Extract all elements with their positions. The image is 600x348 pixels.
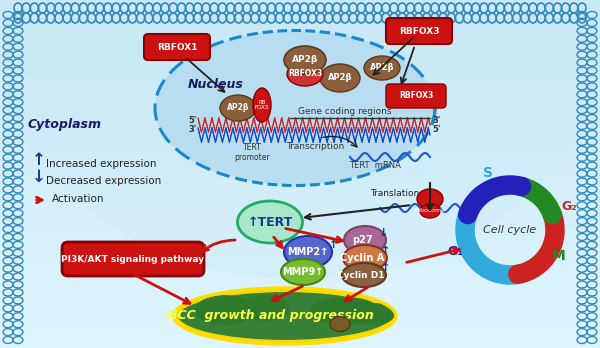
Text: TERT  mRNA: TERT mRNA (349, 161, 401, 170)
Ellipse shape (155, 31, 435, 185)
Text: ↑: ↑ (329, 240, 338, 250)
Text: G₂: G₂ (561, 200, 577, 213)
Text: HCC  growth and progression: HCC growth and progression (167, 309, 373, 323)
Text: ↑: ↑ (32, 151, 46, 169)
Ellipse shape (0, 0, 600, 280)
FancyBboxPatch shape (386, 18, 452, 44)
Text: M: M (552, 249, 566, 263)
Text: AP2β: AP2β (227, 103, 249, 112)
Text: AP2β: AP2β (328, 73, 352, 82)
Ellipse shape (240, 295, 290, 321)
Text: p27: p27 (352, 235, 373, 245)
Text: MMP9↑: MMP9↑ (283, 267, 323, 277)
Text: 3': 3' (432, 116, 440, 125)
Text: Nucleus: Nucleus (188, 78, 244, 91)
Text: AP2β: AP2β (370, 63, 394, 72)
Ellipse shape (342, 263, 386, 287)
Text: Decreased expression: Decreased expression (46, 176, 161, 186)
Text: ↑: ↑ (382, 246, 391, 256)
Text: Cyclin D1: Cyclin D1 (337, 270, 385, 279)
Text: RB
FOX3: RB FOX3 (255, 100, 269, 110)
Ellipse shape (238, 201, 302, 243)
Text: Transcription: Transcription (286, 142, 344, 151)
Text: Activation: Activation (52, 194, 104, 204)
FancyBboxPatch shape (144, 34, 210, 60)
Text: Cytoplasm: Cytoplasm (28, 118, 102, 131)
Text: RBFOX1: RBFOX1 (157, 42, 197, 52)
Text: TERT
promoter: TERT promoter (234, 143, 270, 163)
Ellipse shape (284, 46, 326, 74)
FancyBboxPatch shape (62, 242, 204, 276)
Ellipse shape (176, 290, 394, 342)
Text: 5': 5' (188, 116, 196, 125)
Text: AP2β: AP2β (292, 55, 318, 64)
Ellipse shape (355, 303, 395, 325)
Text: S: S (483, 166, 493, 180)
Text: MMP2↑: MMP2↑ (287, 247, 329, 257)
Ellipse shape (330, 316, 350, 332)
Ellipse shape (253, 88, 271, 122)
Ellipse shape (343, 245, 387, 271)
Text: Increased expression: Increased expression (46, 159, 157, 169)
Text: RBFOX3: RBFOX3 (399, 26, 439, 35)
Ellipse shape (287, 62, 323, 86)
Ellipse shape (310, 297, 380, 325)
Ellipse shape (320, 64, 360, 92)
Text: RBFOX3: RBFOX3 (288, 70, 322, 79)
Ellipse shape (420, 204, 440, 218)
Ellipse shape (284, 236, 332, 268)
Text: ↓: ↓ (32, 168, 46, 186)
Text: RBFOX3: RBFOX3 (399, 92, 433, 101)
Ellipse shape (220, 95, 256, 121)
Text: Ribosome: Ribosome (415, 207, 445, 213)
Ellipse shape (281, 259, 325, 285)
Text: ↑: ↑ (382, 263, 391, 273)
Text: ↑TERT: ↑TERT (247, 215, 293, 229)
Text: Translation: Translation (370, 189, 419, 198)
Text: G₁: G₁ (447, 245, 463, 258)
Text: Cyclin A: Cyclin A (340, 253, 384, 263)
Text: 3': 3' (188, 125, 196, 134)
Text: Cell cycle: Cell cycle (484, 225, 536, 235)
Ellipse shape (417, 189, 443, 209)
Ellipse shape (364, 56, 400, 80)
Ellipse shape (344, 226, 386, 254)
Ellipse shape (195, 295, 255, 325)
Text: ↓: ↓ (379, 228, 389, 238)
FancyBboxPatch shape (386, 84, 446, 108)
Text: Gene coding regions: Gene coding regions (298, 107, 392, 116)
Text: PI3K/AKT signaling pathway: PI3K/AKT signaling pathway (61, 254, 205, 263)
Text: 5': 5' (432, 125, 440, 134)
